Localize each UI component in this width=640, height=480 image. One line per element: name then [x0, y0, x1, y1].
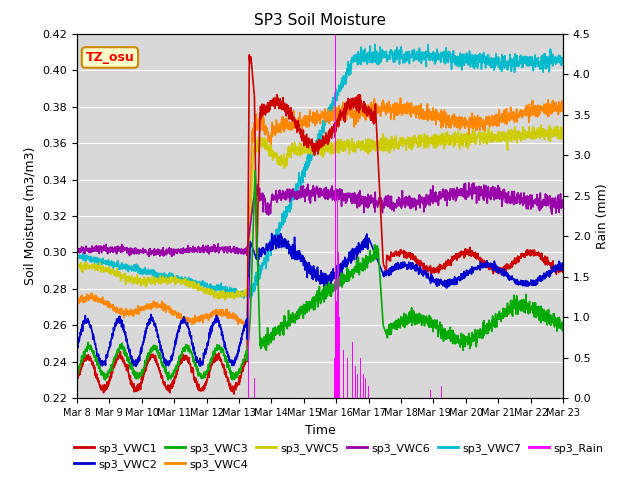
- sp3_VWC4: [243, 324, 250, 329]
- sp3_VWC4: [297, 118, 305, 124]
- sp3_VWC7: [297, 180, 305, 186]
- sp3_VWC6: [456, 189, 464, 195]
- sp3_VWC6: [297, 184, 305, 190]
- sp3_VWC5: [98, 266, 106, 272]
- sp3_VWC5: [297, 141, 305, 146]
- sp3_VWC2: [73, 347, 81, 352]
- Y-axis label: Rain (mm): Rain (mm): [596, 183, 609, 249]
- sp3_VWC5: [545, 123, 553, 129]
- Title: SP3 Soil Moisture: SP3 Soil Moisture: [254, 13, 386, 28]
- sp3_VWC2: [132, 363, 140, 369]
- sp3_VWC1: [456, 254, 464, 260]
- sp3_VWC1: [98, 386, 106, 392]
- sp3_VWC2: [268, 230, 276, 236]
- Y-axis label: Soil Moisture (m3/m3): Soil Moisture (m3/m3): [24, 147, 36, 285]
- sp3_VWC4: [310, 112, 317, 118]
- sp3_VWC2: [559, 262, 567, 268]
- sp3_VWC1: [546, 262, 554, 267]
- Line: sp3_VWC3: sp3_VWC3: [77, 171, 563, 380]
- sp3_VWC6: [310, 188, 317, 193]
- Line: sp3_VWC5: sp3_VWC5: [77, 125, 563, 300]
- sp3_VWC5: [456, 139, 464, 145]
- sp3_VWC5: [537, 122, 545, 128]
- sp3_VWC4: [456, 127, 464, 132]
- Line: sp3_VWC4: sp3_VWC4: [77, 98, 563, 326]
- sp3_VWC2: [456, 277, 464, 283]
- sp3_VWC3: [310, 305, 317, 311]
- sp3_VWC4: [73, 301, 81, 307]
- sp3_VWC1: [297, 134, 305, 140]
- sp3_VWC4: [545, 111, 553, 117]
- sp3_VWC7: [98, 259, 106, 265]
- sp3_VWC2: [297, 253, 305, 259]
- sp3_VWC3: [297, 308, 305, 314]
- sp3_VWC3: [456, 340, 464, 346]
- Line: sp3_VWC1: sp3_VWC1: [77, 55, 563, 394]
- Line: sp3_VWC6: sp3_VWC6: [77, 183, 563, 256]
- sp3_VWC5: [546, 123, 554, 129]
- sp3_VWC4: [559, 98, 567, 104]
- sp3_VWC3: [101, 377, 109, 383]
- Line: sp3_VWC7: sp3_VWC7: [77, 45, 563, 298]
- sp3_VWC6: [465, 180, 472, 186]
- sp3_VWC4: [397, 95, 404, 101]
- sp3_VWC5: [221, 297, 228, 303]
- sp3_VWC7: [73, 251, 81, 257]
- Text: TZ_osu: TZ_osu: [86, 51, 134, 64]
- sp3_VWC6: [145, 253, 153, 259]
- sp3_VWC7: [546, 60, 554, 66]
- sp3_VWC5: [559, 127, 567, 132]
- sp3_VWC3: [73, 371, 81, 377]
- sp3_VWC3: [545, 315, 553, 321]
- sp3_VWC1: [545, 260, 553, 266]
- sp3_VWC7: [559, 57, 567, 62]
- Line: sp3_VWC2: sp3_VWC2: [77, 233, 563, 366]
- sp3_VWC3: [252, 168, 259, 174]
- sp3_VWC5: [310, 141, 317, 147]
- sp3_VWC3: [559, 328, 567, 334]
- sp3_VWC2: [545, 271, 553, 276]
- sp3_VWC7: [371, 42, 379, 48]
- sp3_VWC7: [545, 69, 553, 75]
- sp3_VWC1: [230, 391, 238, 397]
- sp3_VWC6: [559, 204, 567, 209]
- sp3_VWC6: [98, 250, 106, 255]
- sp3_VWC4: [98, 300, 106, 306]
- sp3_VWC7: [310, 146, 317, 152]
- sp3_VWC2: [98, 362, 106, 368]
- sp3_VWC7: [456, 50, 464, 56]
- sp3_VWC6: [545, 197, 553, 203]
- sp3_VWC1: [246, 52, 253, 58]
- sp3_VWC6: [73, 249, 81, 255]
- sp3_VWC4: [546, 104, 554, 110]
- sp3_VWC1: [73, 377, 81, 383]
- Legend: sp3_VWC1, sp3_VWC2, sp3_VWC3, sp3_VWC4, sp3_VWC5, sp3_VWC6, sp3_VWC7, sp3_Rain: sp3_VWC1, sp3_VWC2, sp3_VWC3, sp3_VWC4, …: [70, 438, 608, 474]
- sp3_VWC6: [546, 199, 554, 204]
- sp3_VWC2: [310, 267, 317, 273]
- sp3_VWC5: [73, 264, 81, 270]
- sp3_VWC1: [559, 269, 567, 275]
- sp3_VWC3: [98, 368, 106, 373]
- X-axis label: Time: Time: [305, 424, 335, 437]
- sp3_VWC2: [546, 274, 554, 280]
- sp3_VWC1: [310, 145, 317, 151]
- sp3_VWC3: [546, 321, 554, 327]
- sp3_VWC7: [240, 295, 248, 301]
